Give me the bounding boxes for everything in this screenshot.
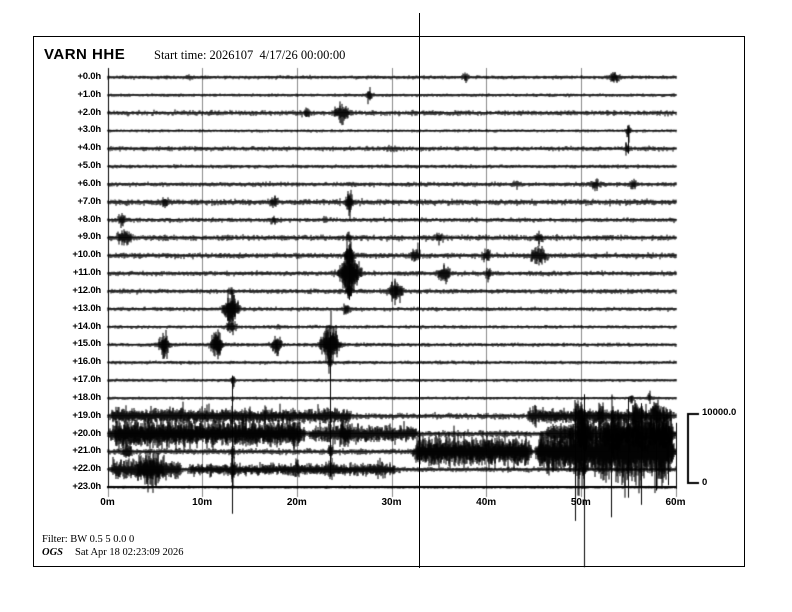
trace-hour-label: +12.0h <box>72 284 101 296</box>
trace-hour-label: +19.0h <box>72 409 101 421</box>
x-axis-tick-label: 60m <box>665 497 686 508</box>
station-title: VARN HHE <box>44 46 126 63</box>
x-axis-tick-label: 50m <box>570 497 591 508</box>
scale-min-label: 0 <box>702 477 708 488</box>
filter-label: Filter: BW 0.5 5 0.0 0 <box>42 534 135 545</box>
trace-hour-label: +18.0h <box>72 391 101 403</box>
trace-hour-label: +21.0h <box>72 445 101 457</box>
trace-hour-label: +22.0h <box>72 463 101 475</box>
x-axis-tick-label: 30m <box>381 497 402 508</box>
trace-hour-label: +3.0h <box>77 124 101 136</box>
trace-hour-label: +6.0h <box>77 177 101 189</box>
footer-line: OGS Sat Apr 18 02:23:09 2026 <box>42 547 184 558</box>
trace-hour-label: +10.0h <box>72 249 101 261</box>
trace-hour-label: +23.0h <box>72 481 101 492</box>
trace-hour-label: +8.0h <box>77 213 101 225</box>
x-axis-tick-label: 20m <box>286 497 307 508</box>
trace-hour-label: +9.0h <box>77 231 101 243</box>
trace-hour-label: +1.0h <box>77 88 101 100</box>
trace-hour-label: +2.0h <box>77 106 101 118</box>
x-axis-tick-label: 0m <box>100 497 115 508</box>
trace-hour-label: +15.0h <box>72 338 101 350</box>
trace-hour-label: +7.0h <box>77 195 101 207</box>
trace-hour-label: +0.0h <box>77 71 101 82</box>
agency-label: OGS <box>42 547 64 558</box>
trace-hour-label: +14.0h <box>72 320 101 332</box>
plot-frame <box>33 36 745 567</box>
start-time-label: Start time: 2026107 4/17/26 00:00:00 <box>154 48 346 62</box>
render-timestamp: Sat Apr 18 02:23:09 2026 <box>75 547 184 558</box>
x-axis-tick-label: 40m <box>476 497 497 508</box>
scale-max-label: 10000.0 <box>702 407 737 418</box>
trace-hour-label: +16.0h <box>72 356 101 368</box>
trace-hour-label: +20.0h <box>72 427 101 439</box>
trace-hour-label: +17.0h <box>72 374 101 386</box>
trace-hour-label: +11.0h <box>72 267 101 279</box>
x-axis-tick-label: 10m <box>192 497 213 508</box>
trace-hour-label: +4.0h <box>77 142 101 154</box>
trace-hour-label: +5.0h <box>77 160 101 172</box>
time-cursor-line[interactable] <box>419 13 420 568</box>
trace-hour-label: +13.0h <box>72 302 101 314</box>
